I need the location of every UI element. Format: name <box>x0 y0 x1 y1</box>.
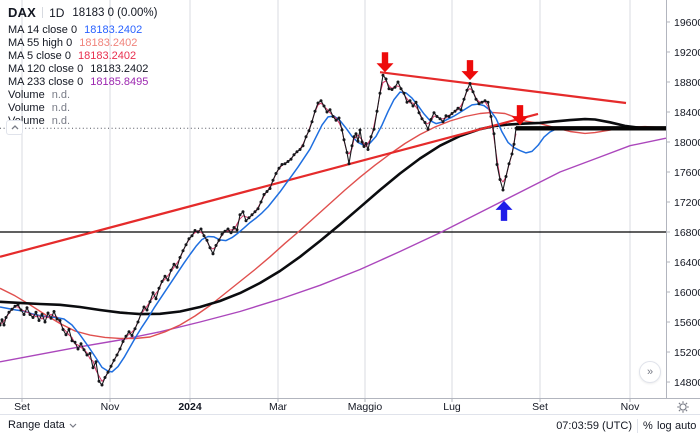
indicator-label: MA 14 close 0 <box>8 23 78 36</box>
indicator-row[interactable]: MA 5 close 0 18183.2402 <box>8 49 157 62</box>
y-axis-label: 16400 <box>674 257 700 269</box>
volume-label: Volume <box>8 88 45 101</box>
y-axis-label: 19600 <box>674 16 700 29</box>
bottom-toolbar: Range data 07:03:59 (UTC) % log auto <box>0 415 700 437</box>
volume-row[interactable]: Volume n.d. <box>8 101 157 114</box>
x-axis-label: Set <box>532 401 548 413</box>
y-axis-label: 15200 <box>674 347 700 360</box>
y-axis-label: 15600 <box>674 317 700 329</box>
volume-value: n.d. <box>51 101 71 114</box>
symbol-row[interactable]: DAX 1D 18183 0 (0.00%) <box>8 4 157 21</box>
indicator-label: MA 55 high 0 <box>8 36 73 49</box>
legend: DAX 1D 18183 0 (0.00%) MA 14 close 0 1818… <box>8 4 157 127</box>
x-axis-label: Nov <box>620 401 640 413</box>
y-axis-label: 18400 <box>674 106 700 119</box>
range-data-button[interactable]: Range data <box>8 419 77 431</box>
range-data-label: Range data <box>8 419 65 431</box>
indicator-list: MA 14 close 0 18183.2402 MA 55 high 0 18183… <box>8 23 157 127</box>
indicator-value: 18183.2402 <box>79 36 138 49</box>
legend-collapse-button[interactable] <box>6 120 23 135</box>
x-axis-label: 2024 <box>178 401 202 413</box>
y-axis-label: 18000 <box>674 136 700 149</box>
interval-selector[interactable]: 1D <box>49 5 65 20</box>
indicator-label: MA 5 close 0 <box>8 49 71 62</box>
y-axis-label: 17600 <box>674 166 700 179</box>
indicator-value: 18183.2402 <box>77 49 137 62</box>
axis-settings-gear-icon[interactable] <box>676 400 690 414</box>
volume-label: Volume <box>8 101 45 114</box>
log-scale-toggle[interactable]: log <box>657 420 672 432</box>
auto-scale-toggle[interactable]: auto <box>675 420 697 432</box>
indicator-row[interactable]: MA 233 close 0 18185.8495 <box>8 75 157 88</box>
volume-row[interactable]: Volume n.d. <box>8 88 157 101</box>
indicator-value: 18185.8495 <box>90 75 149 88</box>
x-axis-label: Set <box>14 401 30 413</box>
y-axis-label: 16000 <box>674 287 700 299</box>
x-axis-label: Lug <box>443 401 461 413</box>
indicator-row[interactable]: MA 14 close 0 18183.2402 <box>8 23 157 36</box>
indicator-label: MA 233 close 0 <box>8 75 84 88</box>
chevron-down-icon <box>69 423 77 428</box>
indicator-row[interactable]: MA 120 close 0 18183.2402 <box>8 62 157 75</box>
x-axis-label: Nov <box>100 401 120 413</box>
volume-value: n.d. <box>51 114 71 127</box>
scroll-to-recent-button[interactable]: » <box>639 361 661 383</box>
y-axis-label: 14800 <box>674 377 700 390</box>
symbol-name[interactable]: DAX <box>8 5 37 20</box>
indicator-row[interactable]: MA 55 high 0 18183.2402 <box>8 36 157 49</box>
blue-up-arrow <box>495 200 513 221</box>
clock[interactable]: 07:03:59 (UTC) <box>556 420 632 432</box>
y-axis-label: 17200 <box>674 197 700 209</box>
indicator-value: 18183.2402 <box>84 23 143 36</box>
volume-value: n.d. <box>51 88 71 101</box>
x-axis-label: Mar <box>268 401 288 413</box>
red-down-arrow <box>511 105 529 126</box>
percent-scale-toggle[interactable]: % <box>643 420 653 432</box>
indicator-label: MA 120 close 0 <box>8 62 84 75</box>
y-axis-label: 18800 <box>674 76 700 89</box>
legend-divider <box>42 7 44 18</box>
toolbar-divider <box>637 419 638 433</box>
volume-row[interactable]: Volume n.d. <box>8 114 157 127</box>
x-axis-label: Maggio <box>347 401 383 413</box>
double-chevron-right-icon: » <box>646 366 654 378</box>
indicator-value: 18183.2402 <box>90 62 149 75</box>
red-down-arrow <box>376 52 394 73</box>
last-quote: 18183 0 (0.00%) <box>72 6 158 19</box>
red-down-arrow <box>461 60 479 81</box>
y-axis-label: 16800 <box>674 227 700 239</box>
chevron-up-icon <box>11 125 18 130</box>
y-axis-label: 19200 <box>674 46 700 59</box>
